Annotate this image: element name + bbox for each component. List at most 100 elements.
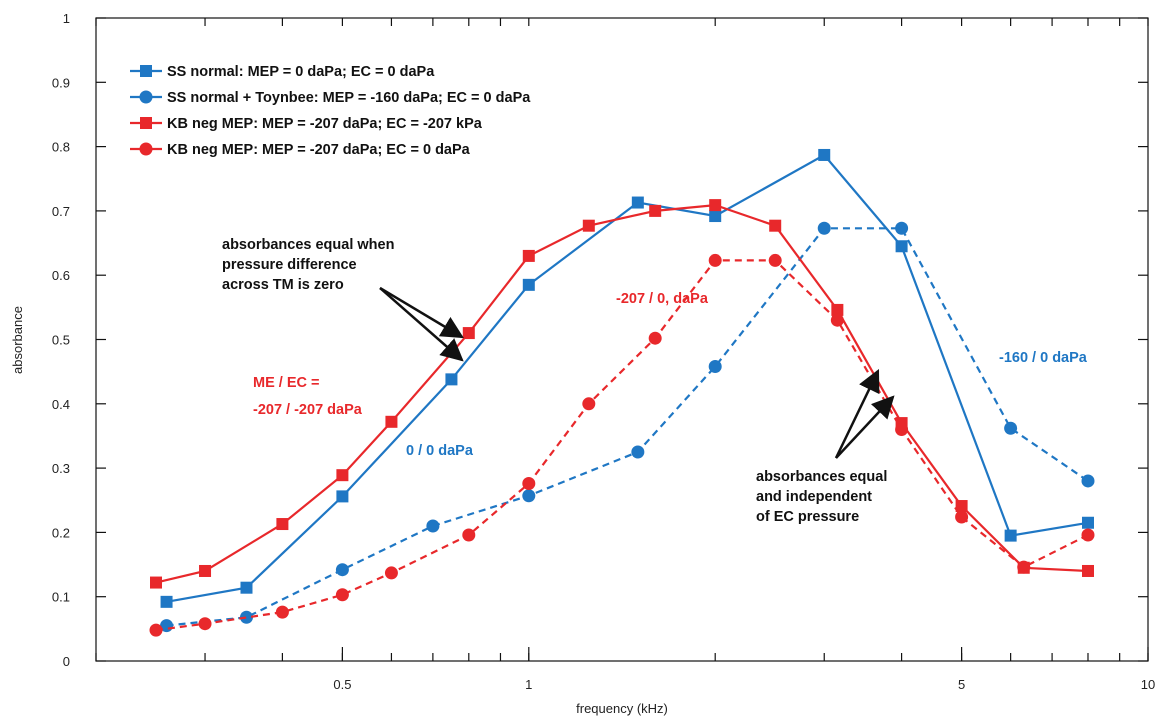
annotation-text: absorbances equal when (222, 237, 394, 253)
annotation-text: 0 / 0 daPa (406, 443, 474, 459)
annotation-text: pressure difference (222, 257, 357, 273)
legend-marker (139, 90, 153, 104)
x-tick-label: 1 (525, 677, 532, 692)
data-point (817, 221, 831, 235)
data-point (631, 196, 644, 209)
annotation-text: across TM is zero (222, 277, 344, 293)
data-point (385, 415, 398, 428)
data-point (522, 249, 535, 262)
y-tick-label: 0.4 (52, 397, 70, 412)
annotation-text: -160 / 0 daPa (999, 350, 1088, 366)
data-point (336, 469, 349, 482)
y-tick-label: 0.9 (52, 75, 70, 90)
data-point (522, 477, 536, 491)
series-line (155, 203, 1089, 584)
y-tick-label: 0.6 (52, 268, 70, 283)
annotation-a6: absorbances equal and independent of EC pr… (756, 469, 887, 525)
annotation-arrow (834, 368, 880, 459)
legend-entry: SS normal + Toynbee: MEP = -160 daPa; EC… (130, 90, 531, 106)
x-tick-label: 5 (958, 677, 965, 692)
data-point (895, 240, 908, 253)
data-point (384, 566, 398, 580)
data-point (768, 253, 782, 267)
data-point (239, 610, 253, 624)
data-point (199, 564, 212, 577)
x-axis-title: frequency (kHz) (576, 701, 668, 716)
annotation-text: ME / EC = (253, 375, 319, 391)
data-point (1017, 560, 1031, 574)
data-point (955, 500, 968, 513)
annotation-a2: ME / EC = -207 / -207 daPa (253, 375, 363, 418)
annotation-arrows (379, 286, 895, 459)
data-point (895, 423, 909, 437)
data-point (1004, 529, 1017, 542)
data-point (1004, 421, 1018, 435)
data-point (648, 331, 662, 345)
data-point (445, 373, 458, 386)
data-point (149, 623, 163, 637)
annotation-text: of EC pressure (756, 509, 859, 525)
series-layer (149, 148, 1095, 637)
legend-entry: KB neg MEP: MEP = -207 daPa; EC = -207 k… (130, 116, 483, 132)
data-point (198, 617, 212, 631)
legend-label: KB neg MEP: MEP = -207 daPa; EC = -207 k… (167, 116, 483, 132)
y-tick-label: 0.5 (52, 333, 70, 348)
data-point (582, 397, 596, 411)
series-1 (160, 148, 1094, 608)
y-tick-label: 0.3 (52, 461, 70, 476)
legend-entry: SS normal: MEP = 0 daPa; EC = 0 daPa (130, 64, 435, 80)
data-point (818, 148, 831, 161)
series-line (155, 259, 1089, 632)
data-point (708, 253, 722, 267)
legend: SS normal: MEP = 0 daPa; EC = 0 daPa SS n… (130, 64, 531, 158)
data-point (631, 445, 645, 459)
legend-label: SS normal: MEP = 0 daPa; EC = 0 daPa (167, 64, 435, 80)
y-axis-title: absorbance (10, 306, 25, 374)
annotation-text: absorbances equal (756, 469, 887, 485)
axis-ticks (95, 17, 1149, 662)
annotation-arrow (379, 287, 464, 362)
y-tick-label: 0.1 (52, 590, 70, 605)
annotations: absorbances equal when pressure differenc… (222, 237, 1088, 525)
data-point (335, 563, 349, 577)
x-tick-label: 10 (1141, 677, 1155, 692)
annotation-text: -207 / -207 daPa (253, 402, 363, 418)
annotation-a4: -207 / 0, daPa (616, 291, 709, 307)
data-point (240, 581, 253, 594)
data-point (276, 518, 289, 531)
annotation-arrow (379, 286, 464, 339)
data-point (462, 327, 475, 340)
y-tick-label: 1 (63, 11, 70, 26)
plot-frame (95, 17, 1149, 662)
annotation-text: and independent (756, 489, 872, 505)
data-point (709, 210, 722, 223)
data-point (955, 510, 969, 524)
data-point (1081, 564, 1094, 577)
data-point (708, 360, 722, 374)
legend-entry: KB neg MEP: MEP = -207 daPa; EC = 0 daPa (130, 142, 471, 158)
data-point (275, 605, 289, 619)
annotation-a1: absorbances equal when pressure differenc… (222, 237, 394, 293)
data-point (335, 588, 349, 602)
data-point (150, 576, 163, 589)
axis-tick-labels: 0 0.1 0.2 0.3 0.4 0.5 0.6 0.7 0.8 0.9 1 0.5 1 5 10 (52, 11, 1155, 692)
data-point (582, 219, 595, 232)
data-point (830, 313, 844, 327)
y-tick-label: 0.7 (52, 204, 70, 219)
x-tick-label: 0.5 (333, 677, 351, 692)
data-point (336, 490, 349, 503)
data-point (1081, 516, 1094, 529)
annotation-text: -207 / 0, daPa (616, 291, 709, 307)
data-point (649, 204, 662, 217)
data-point (831, 303, 844, 316)
y-tick-label: 0.2 (52, 525, 70, 540)
legend-marker (140, 65, 152, 77)
data-point (709, 199, 722, 212)
annotation-arrow (835, 395, 895, 459)
annotation-a3: 0 / 0 daPa (406, 443, 474, 459)
series-4 (149, 253, 1095, 637)
data-point (1081, 474, 1095, 488)
data-point (895, 221, 909, 235)
series-3 (150, 199, 1094, 589)
